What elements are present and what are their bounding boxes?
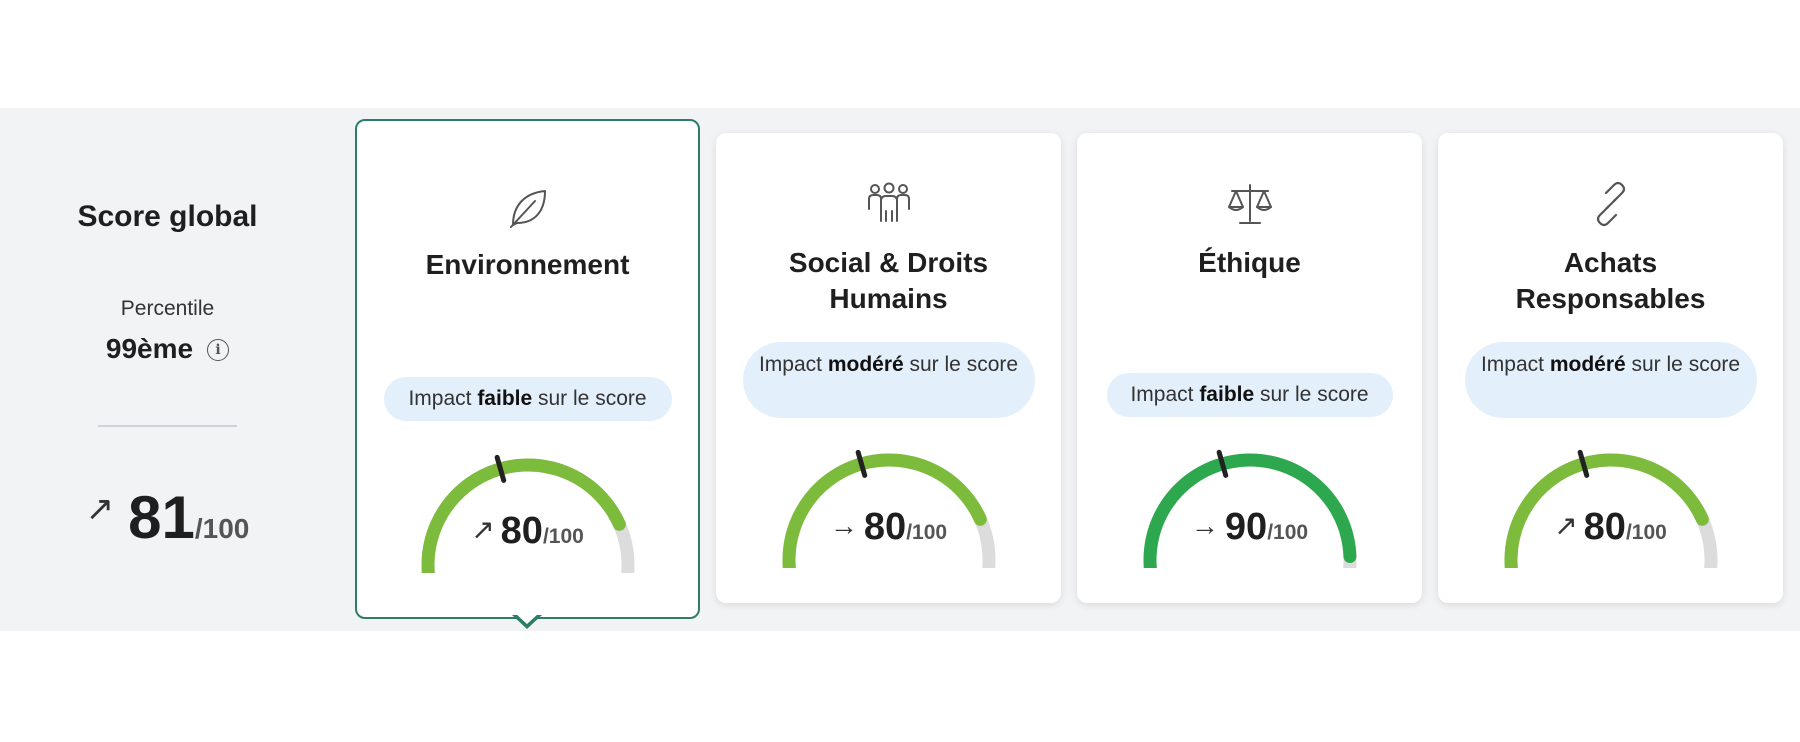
percentile-label: Percentile [120,297,215,320]
impact-post: sur le score [903,353,1019,376]
gauge-marker [494,454,506,483]
card-score-number: 80 [1583,506,1626,548]
card-title: Environnement [425,249,630,280]
gauge [1438,438,1783,568]
gauge [1077,438,1422,568]
card-score-denominator: /100 [906,521,948,544]
gauge-marker [1216,449,1228,478]
card-title: Social & Droits Humains [788,247,989,314]
chain-link-icon [1438,181,1783,231]
trend-flat-icon: → [829,510,858,541]
global-score-value: ↗ 81/100 [0,483,335,552]
card-score-number: 80 [500,510,543,552]
gauge-value: → 90/100 [1077,506,1422,549]
gauge-value: ↗ 80/100 [1438,506,1783,549]
impact-post: sur le score [532,387,647,410]
info-icon[interactable]: i [207,339,230,361]
impact-pre: Impact [1480,353,1550,376]
selection-pointer-inner [515,613,539,624]
impact-level: faible [1199,383,1255,406]
gauge-marker [855,449,867,478]
card-social-droits-humains[interactable]: Social & Droits Humains Impact modéré su… [716,133,1061,603]
gauge-marker [1577,449,1589,478]
impact-pre: Impact [1130,383,1200,406]
percentile-row: 99ème i [0,333,335,365]
trend-up-icon: ↗ [85,490,115,528]
impact-post: sur le score [1254,383,1369,406]
gauge-fill [782,453,987,568]
card-achats-responsables[interactable]: Achats Responsables Impact modéré sur le… [1438,133,1783,603]
trend-up-icon: ↗ [1554,510,1578,541]
card-ethique[interactable]: Éthique Impact faible sur le score → 90/1… [1077,133,1422,603]
gauge [357,443,698,573]
card-title: Achats Responsables [1515,247,1706,314]
gauge-svg [1143,449,1356,568]
impact-post: sur le score [1625,353,1741,376]
global-score-denominator: /100 [194,513,250,544]
gauge-value: ↗ 80/100 [357,510,698,553]
gauge-svg [1504,449,1717,568]
people-icon [716,181,1061,231]
percentile-value: 99ème [105,333,194,364]
card-score-number: 90 [1224,506,1268,548]
trend-up-icon: ↗ [471,514,495,545]
gauge-value: → 80/100 [716,506,1061,549]
card-score-denominator: /100 [1625,521,1667,544]
card-score-number: 80 [863,506,907,548]
gauge-svg [421,454,634,573]
scales-icon [1077,181,1422,231]
global-score-number: 81 [128,484,195,551]
gauge-fill [1504,453,1709,568]
gauge [716,438,1061,568]
leaf-icon [357,185,698,235]
impact-pill: Impact modéré sur le score [1464,342,1757,418]
impact-pill: Impact faible sur le score [383,377,672,421]
trend-flat-icon: → [1190,510,1219,541]
impact-level: modéré [827,353,904,376]
card-title: Éthique [1198,247,1301,278]
impact-pill: Impact modéré sur le score [742,342,1035,418]
impact-level: faible [477,387,533,410]
card-score-denominator: /100 [542,525,584,548]
impact-pill: Impact faible sur le score [1106,373,1393,417]
card-score-denominator: /100 [1267,521,1309,544]
impact-pre: Impact [408,387,478,410]
gauge-fill [421,458,626,573]
gauge-svg [782,449,995,568]
impact-level: modéré [1549,353,1626,376]
divider [98,425,237,427]
gauge-fill [1143,453,1356,568]
card-environnement[interactable]: Environnement Impact faible sur le score… [355,119,700,619]
impact-pre: Impact [758,353,828,376]
global-score-title: Score global [77,200,258,233]
global-score-panel: Score global Percentile 99ème i ↗ 81/100 [0,108,335,631]
